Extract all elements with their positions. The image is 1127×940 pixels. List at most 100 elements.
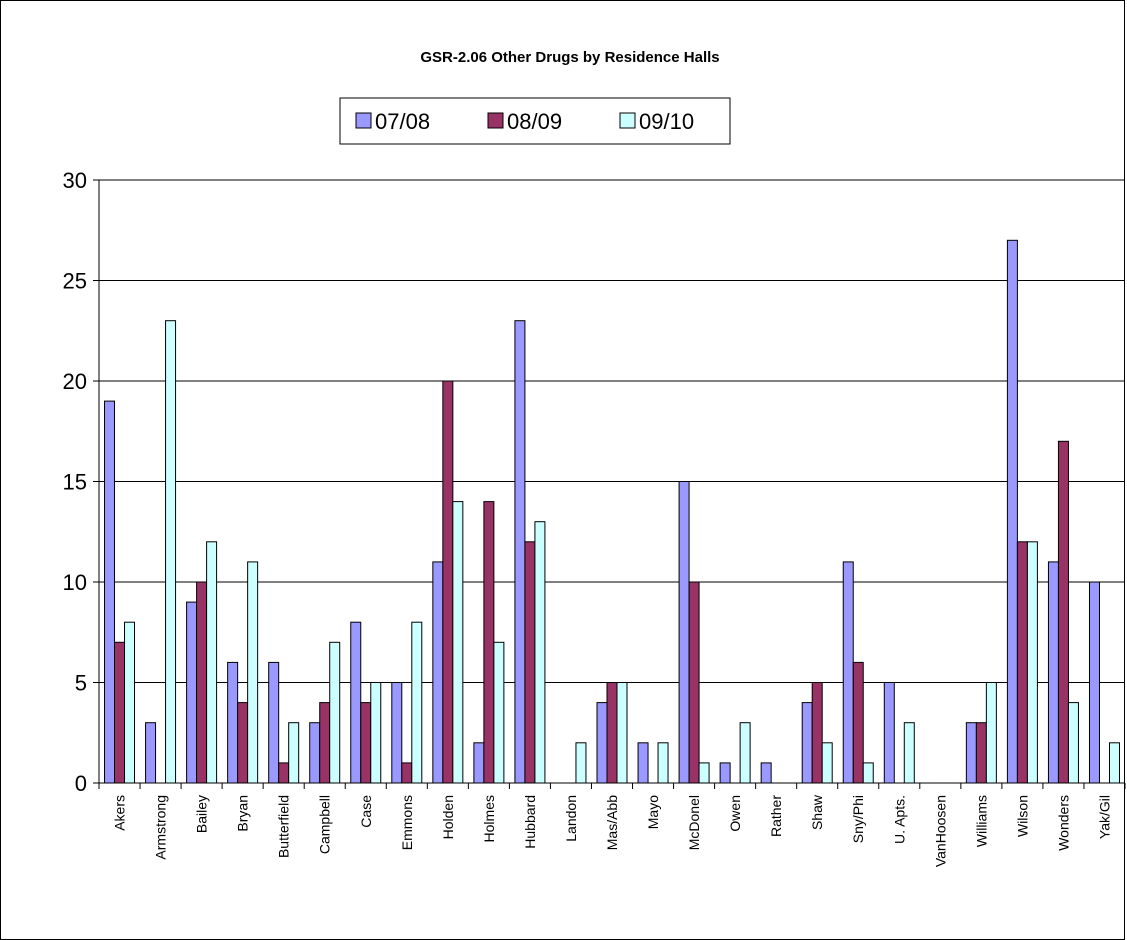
x-tick-label: Campbell	[317, 795, 333, 854]
x-tick-label: Mas/Abb	[604, 795, 620, 850]
x-tick-label: Armstrong	[153, 795, 169, 860]
bar-09-10-shaw	[821, 742, 833, 784]
bar-09-10-armstrong	[165, 320, 177, 784]
x-tick-label: Shaw	[809, 794, 825, 830]
x-tick-label: Wonders	[1055, 795, 1071, 851]
bar-07-08-armstrong	[145, 722, 157, 784]
bar-08-09-butterfield	[278, 762, 290, 784]
x-tick-label: Williams	[973, 795, 989, 847]
y-tick-label: 10	[63, 570, 87, 595]
bar-07-08-shaw	[801, 702, 813, 784]
legend-swatch	[487, 112, 504, 129]
bar-09-10-hubbard	[534, 521, 546, 784]
bar-09-10-emmons	[411, 621, 423, 784]
bar-07-08-bryan	[227, 661, 239, 784]
x-tick-label: U. Apts.	[891, 795, 907, 844]
bar-08-09-holden	[442, 380, 454, 784]
bar-09-10-sny-phi	[862, 762, 874, 784]
y-tick-label: 5	[75, 671, 87, 696]
bar-09-10-mas-abb	[616, 682, 628, 784]
bar-08-09-wilson	[1016, 541, 1028, 784]
legend-swatch	[619, 112, 636, 129]
x-tick-label: Rather	[768, 795, 784, 837]
bar-07-08-case	[350, 621, 362, 784]
bar-07-08-u-apts-	[883, 682, 895, 784]
bar-07-08-bailey	[186, 601, 198, 784]
bar-09-10-mayo	[657, 742, 669, 784]
bar-07-08-hubbard	[514, 320, 526, 784]
bar-08-09-williams	[975, 722, 987, 784]
bar-08-09-emmons	[401, 762, 413, 784]
bar-07-08-butterfield	[268, 661, 280, 784]
bar-07-08-holden	[432, 561, 444, 784]
bar-09-10-bryan	[247, 561, 259, 784]
legend-label: 09/10	[639, 109, 694, 134]
bar-08-09-case	[360, 702, 372, 784]
bar-07-08-mayo	[637, 742, 649, 784]
bar-09-10-landon	[575, 742, 587, 784]
bar-07-08-mas-abb	[596, 702, 608, 784]
y-tick-label: 0	[75, 771, 87, 796]
y-tick-label: 15	[63, 470, 87, 495]
bar-07-08-emmons	[391, 682, 403, 784]
bar-09-10-holmes	[493, 641, 505, 784]
bar-07-08-campbell	[309, 722, 321, 784]
bar-08-09-shaw	[811, 682, 823, 784]
x-axis-ticks: Akers Armstrong Bailey Bryan Butterfield Camp…	[98, 783, 1126, 867]
y-axis-ticks: 0 5 10 15 20 25 30	[63, 168, 99, 796]
y-tick-label: 30	[63, 168, 87, 193]
x-tick-label: Wilson	[1014, 795, 1030, 837]
x-tick-label: Hubbard	[522, 795, 538, 849]
x-tick-label: Yak/Gil	[1096, 795, 1112, 839]
x-tick-label: Mayo	[645, 795, 661, 829]
x-tick-label: Butterfield	[276, 795, 292, 858]
bar-07-08-yak-gil	[1088, 581, 1100, 784]
legend-swatch	[355, 112, 372, 129]
bar-08-09-bailey	[196, 581, 208, 784]
bar-09-10-campbell	[329, 641, 341, 784]
bar-07-08-sny-phi	[842, 561, 854, 784]
bar-07-08-akers	[104, 400, 116, 784]
legend-label: 07/08	[375, 109, 430, 134]
bar-07-08-holmes	[473, 742, 485, 784]
bar-07-08-wilson	[1006, 239, 1018, 784]
bar-09-10-owen	[739, 722, 751, 784]
y-tick-label: 25	[63, 269, 87, 294]
bar-08-09-bryan	[237, 702, 249, 784]
legend: 07/08 08/09 09/10	[355, 109, 694, 134]
bar-09-10-akers	[124, 621, 136, 784]
bar-09-10-holden	[452, 501, 464, 784]
bar-08-09-mas-abb	[606, 682, 618, 784]
bar-07-08-wonders	[1047, 561, 1059, 784]
x-tick-label: Landon	[563, 795, 579, 842]
bar-09-10-butterfield	[288, 722, 300, 784]
y-tick-label: 20	[63, 369, 87, 394]
bar-08-09-hubbard	[524, 541, 536, 784]
bar-07-08-owen	[719, 762, 731, 784]
legend-box	[339, 97, 731, 145]
bar-07-08-williams	[965, 722, 977, 784]
bar-08-09-sny-phi	[852, 661, 864, 784]
x-tick-label: Bryan	[235, 795, 251, 832]
bar-09-10-u-apts-	[903, 722, 915, 784]
bars	[104, 239, 1120, 784]
x-tick-label: Holden	[440, 795, 456, 839]
bar-09-10-bailey	[206, 541, 218, 784]
bar-09-10-mcdonel	[698, 762, 710, 784]
bar-09-10-williams	[985, 682, 997, 784]
x-tick-label: Owen	[727, 795, 743, 832]
bar-08-09-mcdonel	[688, 581, 700, 784]
x-tick-label: Sny/Phi	[850, 795, 866, 843]
bar-09-10-case	[370, 682, 382, 784]
bar-07-08-rather	[760, 762, 772, 784]
x-tick-label: Emmons	[399, 795, 415, 850]
bar-08-09-wonders	[1057, 440, 1069, 784]
bar-07-08-mcdonel	[678, 481, 690, 784]
bar-08-09-campbell	[319, 702, 331, 784]
bar-09-10-wilson	[1026, 541, 1038, 784]
x-tick-label: Case	[358, 795, 374, 828]
x-tick-label: McDonel	[686, 795, 702, 850]
legend-label: 08/09	[507, 109, 562, 134]
bar-08-09-akers	[114, 641, 126, 784]
bar-08-09-holmes	[483, 501, 495, 784]
